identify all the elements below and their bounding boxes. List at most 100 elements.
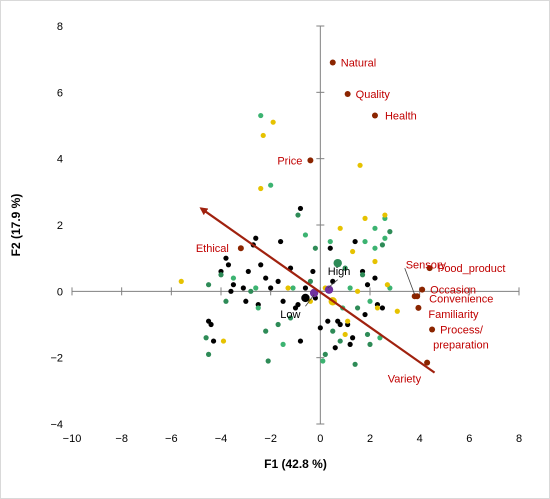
- point-dark_green: [223, 298, 229, 304]
- point-yellow: [270, 119, 276, 125]
- point-dark_green: [265, 358, 271, 364]
- variable-label: Ethical: [196, 243, 229, 255]
- point-dark_green: [205, 282, 212, 288]
- x-axis-title: F1 (42.8 %): [264, 457, 327, 471]
- point-yellow: [285, 285, 291, 291]
- point-black: [325, 318, 331, 324]
- point-yellow: [372, 258, 378, 265]
- point-dark_green: [295, 212, 301, 218]
- variable-label: Quality: [356, 89, 391, 101]
- point-black: [245, 268, 251, 275]
- centroid-black: [301, 293, 310, 303]
- point-black: [332, 345, 338, 351]
- point-black: [352, 238, 358, 245]
- low-leader: [305, 294, 315, 307]
- variable-label: Convenience: [429, 293, 493, 305]
- x-tick-label: 6: [466, 433, 472, 445]
- point-black: [362, 311, 368, 318]
- x-tick-label: −2: [264, 433, 277, 445]
- point-dark_green: [218, 272, 224, 278]
- sensory-leader: [404, 267, 416, 295]
- point-yellow: [337, 225, 343, 231]
- variable-label: Occasion: [430, 285, 476, 297]
- trend-arrow-line: [199, 207, 436, 374]
- point-black: [302, 285, 309, 291]
- point-dark_green: [307, 278, 313, 284]
- point-light_green: [280, 341, 286, 347]
- point-light_green: [230, 275, 237, 281]
- y-tick-label: 8: [57, 21, 63, 33]
- point-black: [275, 278, 281, 284]
- point-light_green: [377, 335, 383, 341]
- point-dark_green: [312, 245, 318, 251]
- variable-label: Food_product: [438, 263, 506, 275]
- variable-label: Health: [385, 111, 417, 123]
- variable-label: Price: [277, 155, 302, 167]
- point-light_green: [372, 225, 378, 231]
- point-black: [225, 262, 232, 268]
- point-dark_green: [205, 351, 212, 357]
- point-dark_green: [287, 315, 294, 321]
- point-light_green: [382, 235, 388, 241]
- y-tick-label: 0: [57, 286, 63, 298]
- point-dark_green: [275, 321, 281, 328]
- point-yellow: [258, 185, 264, 192]
- group-label: High: [328, 266, 351, 278]
- y-tick-label: −4: [50, 419, 63, 431]
- group-label: Low: [280, 309, 300, 321]
- x-tick-label: −8: [115, 433, 128, 445]
- point-black: [337, 321, 343, 328]
- point-dark_green: [337, 338, 343, 344]
- point-black: [230, 282, 237, 288]
- point-black: [317, 325, 323, 331]
- point-black: [295, 302, 301, 308]
- point-black: [364, 282, 371, 288]
- x-tick-label: −6: [165, 433, 178, 445]
- point-black: [258, 262, 264, 268]
- y-axis-title: F2 (17.9 %): [9, 194, 23, 257]
- variable-point: [344, 90, 351, 97]
- variable-point: [429, 326, 436, 333]
- variable-label: Variety: [388, 374, 422, 386]
- variable-label: Sensory: [406, 259, 447, 271]
- point-black: [228, 288, 234, 294]
- point-light_green: [347, 285, 353, 291]
- point-black: [350, 335, 356, 341]
- point-dark_green: [359, 272, 366, 278]
- centroid-high: [324, 285, 334, 294]
- point-black: [223, 255, 229, 261]
- point-light_green: [258, 112, 264, 119]
- variable-point: [307, 157, 314, 164]
- point-light_green: [290, 285, 296, 291]
- point-black: [240, 285, 246, 291]
- point-yellow: [382, 212, 388, 218]
- point-yellow: [354, 288, 361, 294]
- labels: NaturalQualityHealthPriceEthicalSensoryF…: [196, 57, 506, 385]
- variable-point: [329, 59, 336, 66]
- point-light_green: [255, 305, 261, 311]
- variable-point: [419, 286, 426, 293]
- point-yellow: [260, 132, 266, 139]
- point-yellow: [374, 305, 381, 311]
- point-dark_green: [203, 335, 209, 341]
- point-yellow: [394, 308, 400, 314]
- x-tick-label: −10: [63, 433, 82, 445]
- data-points: [178, 59, 436, 367]
- point-light_green: [253, 285, 259, 291]
- variable-point: [371, 112, 378, 119]
- point-dark_green: [330, 328, 336, 334]
- point-black: [268, 285, 274, 291]
- point-yellow: [384, 282, 390, 288]
- variable-label: Process/: [440, 324, 484, 336]
- variable-point: [424, 359, 431, 366]
- point-light_green: [362, 238, 368, 245]
- x-tick-label: 8: [516, 433, 522, 445]
- axes: −10 −8 −6 −4 −2 0 2 4 6 8 −4 −2 0 2 4 6 8: [50, 21, 522, 445]
- x-tick-label: 0: [317, 433, 323, 445]
- variable-point: [415, 304, 422, 311]
- y-tick-label: 4: [57, 154, 63, 166]
- variable-label: Familiarity: [428, 309, 479, 321]
- point-dark_green: [364, 331, 371, 338]
- x-tick-label: 4: [417, 433, 423, 445]
- point-dark_green: [354, 305, 361, 311]
